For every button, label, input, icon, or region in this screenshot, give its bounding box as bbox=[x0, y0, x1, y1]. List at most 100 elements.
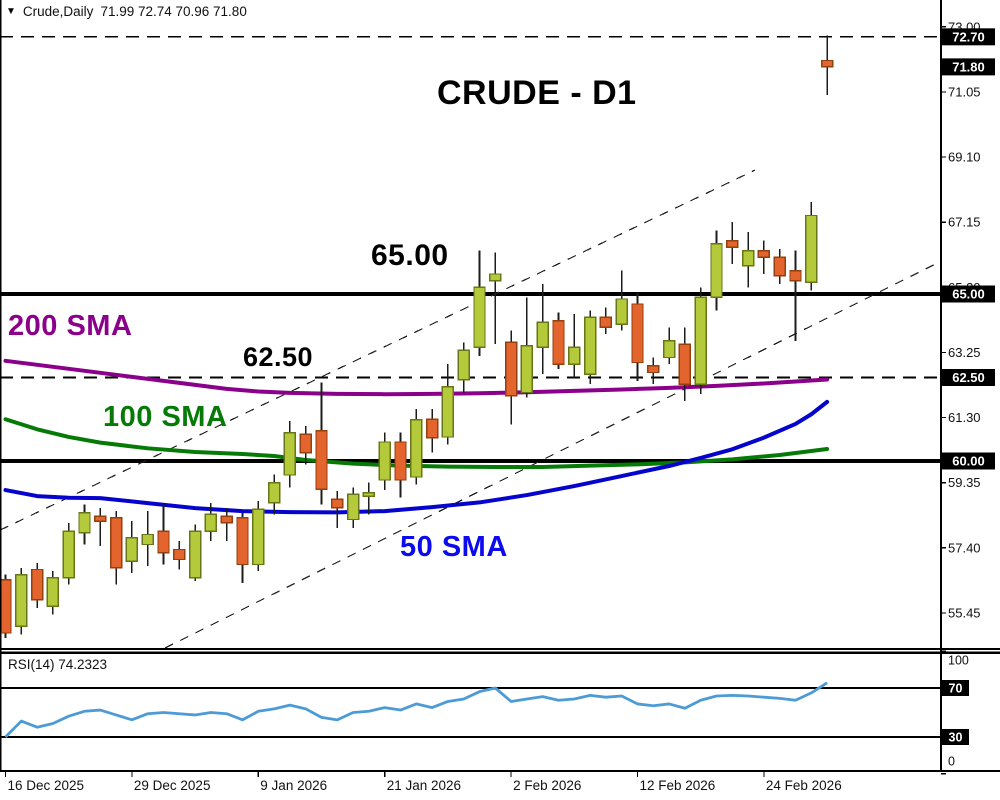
title: CRUDE - D1 bbox=[437, 74, 637, 112]
candlestick bbox=[805, 214, 818, 284]
price-badge bbox=[942, 452, 995, 470]
candlestick bbox=[489, 273, 502, 282]
candlestick bbox=[678, 343, 692, 385]
candlestick bbox=[283, 431, 297, 476]
candlestick bbox=[299, 433, 312, 454]
candlestick bbox=[789, 269, 802, 282]
candlestick bbox=[662, 340, 676, 359]
price-axis-tick-label: 61.30 bbox=[948, 410, 981, 425]
level65: 65.00 bbox=[371, 239, 449, 272]
price-axis-tick-label: 63.25 bbox=[948, 345, 981, 360]
price-badge bbox=[942, 369, 995, 386]
price-badge-label: 72.70 bbox=[952, 30, 985, 45]
sma50: 50 SMA bbox=[400, 531, 508, 563]
chart-symbol-header[interactable]: ▼ Crude,Daily 71.99 72.74 70.96 71.80 bbox=[6, 4, 247, 19]
rsi-badge-label: 70 bbox=[949, 682, 963, 696]
price-axis-tick-label: 57.40 bbox=[948, 540, 981, 555]
candlestick bbox=[583, 316, 597, 375]
date-tick-label: 21 Jan 2026 bbox=[387, 778, 461, 793]
price-badge-label: 71.80 bbox=[952, 60, 985, 75]
candlestick bbox=[410, 419, 423, 478]
price-badge bbox=[942, 285, 995, 303]
candlestick bbox=[267, 482, 281, 504]
candlestick bbox=[394, 441, 407, 481]
price-badge-label: 62.50 bbox=[952, 370, 985, 385]
price-badge bbox=[942, 28, 995, 46]
candlestick bbox=[757, 249, 771, 258]
candlestick bbox=[552, 320, 565, 365]
sma50-line bbox=[3, 399, 830, 515]
rsi-line bbox=[4, 681, 828, 738]
candlestick bbox=[425, 418, 439, 439]
candlestick bbox=[441, 386, 455, 438]
candlestick bbox=[204, 513, 218, 532]
date-tick-label: 24 Feb 2026 bbox=[766, 778, 842, 793]
candlestick bbox=[141, 533, 154, 546]
date-tick-label: 2 Feb 2026 bbox=[513, 778, 581, 793]
candlestick bbox=[94, 515, 107, 522]
candlestick bbox=[568, 346, 581, 365]
candlestick bbox=[615, 298, 628, 325]
trendline bbox=[0, 169, 756, 531]
sma100: 100 SMA bbox=[103, 401, 228, 433]
rsi-badge-label: 30 bbox=[949, 731, 963, 745]
price-axis-tick-label: 69.10 bbox=[948, 150, 981, 165]
date-tick-label: 29 Dec 2025 bbox=[134, 778, 211, 793]
rsi-level-badge bbox=[942, 680, 969, 696]
trendline bbox=[164, 260, 942, 649]
candlestick bbox=[157, 530, 170, 554]
date-tick-label: 16 Dec 2025 bbox=[8, 778, 85, 793]
candlestick bbox=[647, 365, 660, 374]
date-tick-label: 12 Feb 2026 bbox=[640, 778, 716, 793]
candlestick bbox=[188, 530, 202, 579]
candlestick bbox=[109, 517, 123, 569]
candlestick bbox=[473, 286, 486, 349]
sma200: 200 SMA bbox=[8, 310, 133, 342]
price-axis-tick-label: 55.45 bbox=[948, 605, 981, 620]
candlestick bbox=[30, 568, 44, 601]
candlestick bbox=[378, 441, 391, 481]
candlestick bbox=[125, 537, 139, 562]
candlestick bbox=[710, 243, 723, 299]
candlestick bbox=[820, 59, 834, 68]
candlestick bbox=[236, 517, 249, 566]
price-axis-tick-label: 67.15 bbox=[948, 215, 981, 230]
price-badge-label: 60.00 bbox=[952, 454, 985, 469]
candlestick bbox=[694, 296, 707, 385]
candlestick bbox=[46, 577, 60, 607]
candlestick bbox=[536, 321, 549, 349]
candlestick bbox=[741, 249, 755, 267]
candlestick bbox=[346, 493, 360, 521]
collapse-indicator-icon[interactable]: ▼ bbox=[6, 6, 16, 17]
rsi-level-badge bbox=[942, 729, 969, 745]
rsi-indicator-label: RSI(14) 74.2323 bbox=[8, 657, 108, 672]
rsi-axis-label: 100 bbox=[948, 654, 969, 668]
candlestick bbox=[173, 548, 186, 561]
sma200-line bbox=[3, 358, 830, 397]
price-badge-label: 65.00 bbox=[952, 287, 985, 302]
candlestick bbox=[457, 349, 470, 381]
candlestick bbox=[599, 316, 613, 329]
price-axis-tick-label: 59.35 bbox=[948, 475, 981, 490]
date-tick-label: 9 Jan 2026 bbox=[260, 778, 327, 793]
candlestick bbox=[15, 573, 28, 628]
candlestick bbox=[315, 430, 328, 491]
candlestick bbox=[504, 341, 518, 397]
symbol-timeframe-label: Crude,Daily bbox=[22, 4, 94, 19]
candlestick bbox=[78, 512, 91, 534]
candlestick bbox=[631, 303, 644, 364]
candlestick bbox=[220, 515, 233, 524]
candlestick bbox=[252, 508, 265, 566]
candlestick bbox=[773, 256, 786, 277]
rsi-axis-label: 0 bbox=[948, 755, 955, 769]
candlestick bbox=[726, 239, 739, 248]
candlestick bbox=[0, 578, 12, 634]
candlestick bbox=[362, 492, 376, 497]
price-axis-tick-label: 71.05 bbox=[948, 84, 981, 99]
candlestick bbox=[331, 498, 344, 509]
level6250: 62.50 bbox=[243, 342, 314, 372]
candlestick bbox=[62, 530, 75, 579]
price-badge bbox=[942, 58, 995, 76]
